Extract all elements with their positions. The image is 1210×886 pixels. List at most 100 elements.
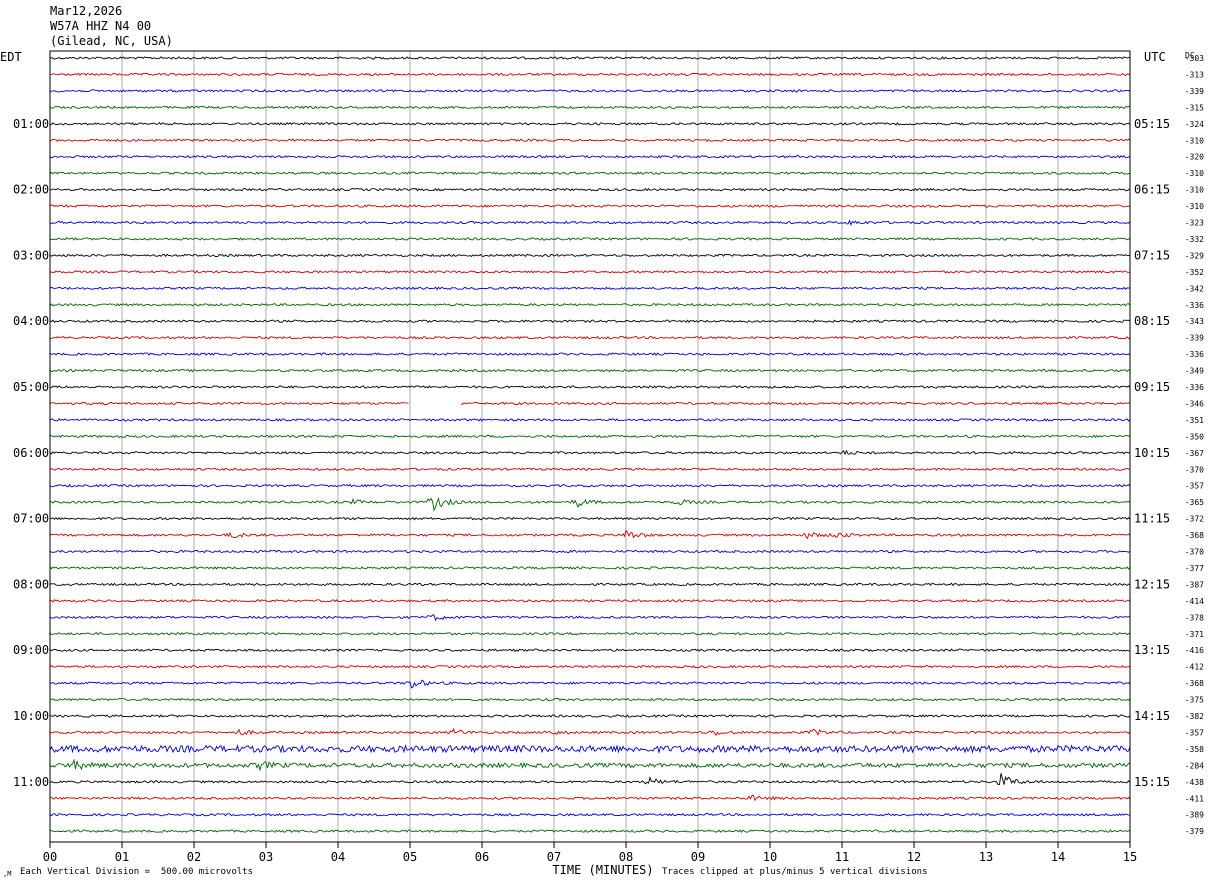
seismic-trace bbox=[50, 794, 1131, 802]
seismic-trace bbox=[49, 599, 1131, 603]
right-hour-label: 10:15 bbox=[1134, 446, 1170, 460]
seismic-trace bbox=[49, 812, 1131, 817]
seismic-trace bbox=[49, 204, 1131, 208]
left-hour-labels: 01:00 02:00 03:00 04:00 05:00 06:00 07:00 08:00… bbox=[13, 117, 49, 789]
dc-offset-label: -370 bbox=[1185, 548, 1204, 557]
x-tick-label: 04 bbox=[331, 850, 345, 864]
dc-offset-label: -358 bbox=[1185, 745, 1204, 754]
seismic-trace bbox=[49, 714, 1131, 718]
dc-offset-label: -313 bbox=[1185, 70, 1204, 79]
station-location: (Gilead, NC, USA) bbox=[50, 34, 173, 48]
dc-offset-label: -352 bbox=[1185, 268, 1204, 277]
dc-offset-label: -315 bbox=[1185, 103, 1204, 112]
right-hour-label: 06:15 bbox=[1134, 183, 1170, 197]
right-hour-label: 14:15 bbox=[1134, 709, 1170, 723]
right-hour-label: 09:15 bbox=[1134, 380, 1170, 394]
dc-offset-label: -367 bbox=[1185, 449, 1204, 458]
seismic-trace bbox=[49, 664, 1131, 669]
dc-offset-label: -379 bbox=[1185, 827, 1204, 836]
seismic-trace bbox=[49, 286, 1131, 291]
right-hour-label: 12:15 bbox=[1134, 577, 1170, 591]
dc-offset-label: -412 bbox=[1185, 663, 1204, 672]
x-tick-label: 05 bbox=[403, 850, 417, 864]
dc-offset-label: -368 bbox=[1185, 531, 1204, 540]
seismic-trace bbox=[49, 56, 1131, 60]
station-code: W57A HHZ N4 00 bbox=[50, 19, 152, 33]
dc-offset-label: -336 bbox=[1185, 350, 1204, 359]
left-hour-label: 02:00 bbox=[13, 183, 49, 197]
seismic-trace bbox=[49, 219, 1131, 226]
dc-offset-label: -303 bbox=[1185, 54, 1204, 63]
seismic-trace bbox=[49, 89, 1131, 93]
dc-offset-label: -387 bbox=[1185, 580, 1204, 589]
dc-offset-label: -389 bbox=[1185, 811, 1204, 820]
dc-offset-label: -332 bbox=[1185, 235, 1204, 244]
dc-offset-label: -329 bbox=[1185, 251, 1204, 260]
seismic-trace bbox=[49, 352, 1131, 356]
left-hour-label: 04:00 bbox=[13, 314, 49, 328]
seismic-trace bbox=[49, 632, 1131, 636]
dc-offset-label: -342 bbox=[1185, 284, 1204, 293]
left-hour-label: 11:00 bbox=[13, 775, 49, 789]
seismic-trace bbox=[49, 679, 1131, 689]
seismic-trace bbox=[49, 385, 1131, 389]
plot-date: Mar12,2026 bbox=[50, 4, 123, 18]
x-tick-label: 12 bbox=[907, 850, 921, 864]
left-hour-label: 09:00 bbox=[13, 643, 49, 657]
seismic-trace bbox=[49, 483, 1131, 488]
dc-offset-label: -378 bbox=[1185, 613, 1204, 622]
x-tick-label: 11 bbox=[835, 850, 849, 864]
dc-offset-label: -370 bbox=[1185, 465, 1204, 474]
seismic-trace bbox=[49, 122, 1131, 126]
clip-note: Traces clipped at plus/minus 5 vertical … bbox=[662, 867, 928, 877]
seismic-trace bbox=[49, 496, 1131, 512]
seismic-trace bbox=[49, 566, 1131, 570]
dc-offset-label: -324 bbox=[1185, 120, 1204, 129]
seismic-traces bbox=[49, 56, 1131, 833]
seismic-trace bbox=[49, 138, 1131, 143]
seismic-trace bbox=[49, 648, 1131, 653]
seismic-trace bbox=[49, 516, 1131, 521]
x-tick-label: 07 bbox=[547, 850, 561, 864]
dc-offset-header: DC bbox=[1185, 51, 1195, 60]
dc-offset-label: -375 bbox=[1185, 696, 1204, 705]
seismic-trace bbox=[49, 614, 1131, 622]
dc-offset-label: -414 bbox=[1185, 597, 1204, 606]
x-tick-label: 06 bbox=[475, 850, 489, 864]
dc-offset-label: -371 bbox=[1185, 630, 1204, 639]
x-tick-label: 03 bbox=[259, 850, 273, 864]
dc-offset-label: -438 bbox=[1185, 778, 1204, 787]
dc-offset-label: -339 bbox=[1185, 334, 1204, 343]
seismic-trace bbox=[49, 773, 1131, 786]
dc-offset-label: -320 bbox=[1185, 153, 1204, 162]
seismic-trace bbox=[49, 449, 1131, 456]
left-hour-label: 03:00 bbox=[13, 248, 49, 262]
left-hour-label: 06:00 bbox=[13, 446, 49, 460]
seismic-trace bbox=[49, 368, 1131, 373]
x-tick-label: 14 bbox=[1051, 850, 1065, 864]
left-hour-label: 07:00 bbox=[13, 512, 49, 526]
dc-offset-label: -323 bbox=[1185, 219, 1204, 228]
dc-offset-labels: -303 -313 -339 -315 -324 -310 -320 -310 -310 -310… bbox=[1185, 54, 1204, 836]
dc-offset-label: -339 bbox=[1185, 87, 1204, 96]
dc-offset-label: -310 bbox=[1185, 202, 1204, 211]
division-note: Each Vertical Division = 500.00 microvol… bbox=[20, 867, 253, 877]
seismic-trace bbox=[49, 434, 1131, 439]
dc-offset-label: -357 bbox=[1185, 728, 1204, 737]
right-hour-label: 08:15 bbox=[1134, 314, 1170, 328]
seismic-trace bbox=[49, 549, 1131, 554]
x-tick-label: 09 bbox=[691, 850, 705, 864]
seismic-trace bbox=[49, 418, 1131, 422]
dc-offset-label: -416 bbox=[1185, 646, 1204, 655]
seismic-trace bbox=[49, 744, 1131, 754]
right-hour-labels: 05:15 06:15 07:15 08:15 09:15 10:15 11:15 12:15… bbox=[1134, 117, 1170, 789]
dc-offset-label: -382 bbox=[1185, 712, 1204, 721]
x-tick-label: 13 bbox=[979, 850, 993, 864]
dc-offset-label: -310 bbox=[1185, 136, 1204, 145]
dc-offset-label: -336 bbox=[1185, 383, 1204, 392]
seismic-trace bbox=[49, 270, 1131, 274]
x-tick-label: 01 bbox=[115, 850, 129, 864]
seismic-trace bbox=[49, 171, 1131, 175]
seismic-trace bbox=[49, 582, 1131, 587]
